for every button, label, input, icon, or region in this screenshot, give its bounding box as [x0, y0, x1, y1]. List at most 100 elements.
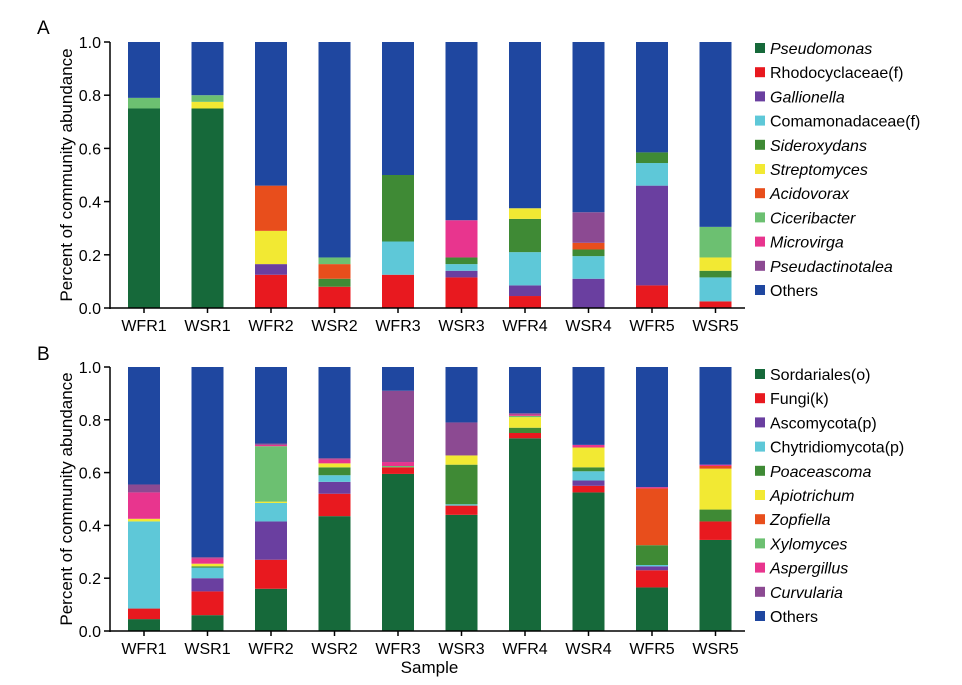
legend-label: Fungi(k)	[770, 391, 829, 408]
legend-label: Others	[770, 283, 818, 300]
bar-segment	[318, 493, 351, 517]
legend-label: Others	[770, 609, 818, 626]
bar-segment	[572, 444, 605, 448]
legend-swatch	[755, 586, 765, 597]
legend-label: Rhodocyclaceae(f)	[770, 65, 903, 82]
bar-segment	[509, 433, 541, 439]
bar-segment	[699, 277, 732, 302]
legend-swatch	[755, 67, 765, 78]
legend-swatch	[755, 417, 765, 428]
legend-swatch	[755, 212, 765, 223]
legend-label: Apiotrichum	[769, 488, 854, 505]
bar-segment	[699, 257, 732, 271]
legend-swatch	[755, 43, 765, 53]
bar-segment	[445, 257, 478, 265]
bar-segment	[509, 414, 541, 416]
bar-segment	[509, 285, 541, 297]
bar-segment	[382, 467, 414, 474]
bar-segment	[572, 278, 605, 308]
bar-segment	[509, 438, 541, 631]
bar-segment	[445, 270, 478, 278]
y-tick-label: 0.8	[79, 413, 101, 430]
y-tick-label: 0.6	[79, 466, 101, 483]
legend-swatch	[755, 139, 765, 150]
bar-segment	[509, 296, 541, 308]
x-tick-label: WSR5	[692, 641, 738, 658]
y-tick-label: 0.6	[79, 141, 101, 158]
bar-segment	[572, 480, 605, 486]
legend-swatch	[755, 188, 765, 199]
bar-segment	[191, 42, 224, 96]
x-tick-label: WFR5	[629, 641, 674, 658]
bar-segment	[382, 274, 414, 308]
bar-segment	[445, 504, 478, 506]
x-tick-label: WSR3	[438, 641, 484, 658]
bar-segment	[382, 42, 414, 175]
bar-segment	[572, 256, 605, 279]
legend-label: Poaceascoma	[770, 464, 871, 481]
bar-segment	[128, 42, 160, 98]
bar-segment	[699, 466, 732, 469]
bar-segment	[699, 464, 732, 466]
bar-segment	[255, 230, 287, 265]
bar-segment	[318, 264, 351, 279]
bar-segment	[318, 516, 351, 631]
legend-label: Sordariales(o)	[770, 367, 870, 384]
legend-label: Ascomycota(p)	[770, 415, 877, 432]
bar-segment	[318, 42, 351, 258]
legend-swatch	[755, 538, 765, 549]
bar-segment	[382, 390, 414, 463]
bar-segment	[509, 427, 541, 433]
legend-swatch	[755, 465, 765, 476]
bar-segment	[509, 252, 541, 286]
bar-segment	[699, 468, 732, 510]
bar-segment	[636, 285, 668, 308]
bar-segment	[382, 473, 414, 631]
bar-segment	[445, 505, 478, 515]
bar-segment	[636, 565, 668, 567]
bar-segment	[318, 257, 351, 265]
x-tick-label: WFR2	[248, 318, 293, 335]
bar-segment	[509, 42, 541, 209]
bar-segment	[191, 95, 224, 102]
bar-segment	[128, 97, 160, 109]
bar-segment	[318, 475, 351, 482]
legend-label: Pseudactinotalea	[770, 259, 893, 276]
legend-label: Microvirga	[770, 235, 844, 252]
bar-segment	[636, 487, 668, 489]
bar-segment	[318, 278, 351, 287]
x-tick-label: WSR5	[692, 318, 738, 335]
bar-segment	[636, 488, 668, 546]
legend-swatch	[755, 260, 765, 271]
bar-segment	[128, 619, 160, 631]
legend-swatch	[755, 369, 765, 379]
bar-segment	[191, 367, 224, 558]
bar-segment	[699, 521, 732, 540]
bar-segment	[636, 185, 668, 286]
bar-segment	[445, 277, 478, 308]
bar-segment	[445, 42, 478, 221]
bar-segment	[128, 492, 160, 519]
bar-segment	[191, 557, 224, 559]
x-tick-label: WFR3	[375, 318, 420, 335]
bar-segment	[636, 152, 668, 164]
x-tick-label: WFR4	[502, 641, 547, 658]
legend-swatch	[755, 285, 765, 295]
bar-segment	[318, 367, 351, 459]
bar-segment	[128, 521, 160, 609]
x-tick-label: WSR2	[311, 641, 357, 658]
bar-segment	[255, 502, 287, 522]
panel-a: A 0.0 0.2 0.4 0.6 0.8 1.0 WFR1 WSR1 WFR2 WSR2 WFR3 W…	[37, 18, 920, 335]
legend-swatch	[755, 514, 765, 525]
bar-segment	[318, 463, 351, 468]
legend-swatch	[755, 490, 765, 500]
legend-swatch	[755, 562, 765, 573]
bar-segment	[636, 42, 668, 153]
y-axis-title: Percent of community abundance	[57, 372, 76, 625]
panel-letter: B	[37, 344, 50, 365]
bar-segment	[699, 301, 732, 308]
bar-segment	[255, 185, 287, 231]
y-axis-title: Percent of community abundance	[57, 48, 76, 301]
bar-segment	[255, 264, 287, 275]
bar-segment	[382, 462, 414, 466]
